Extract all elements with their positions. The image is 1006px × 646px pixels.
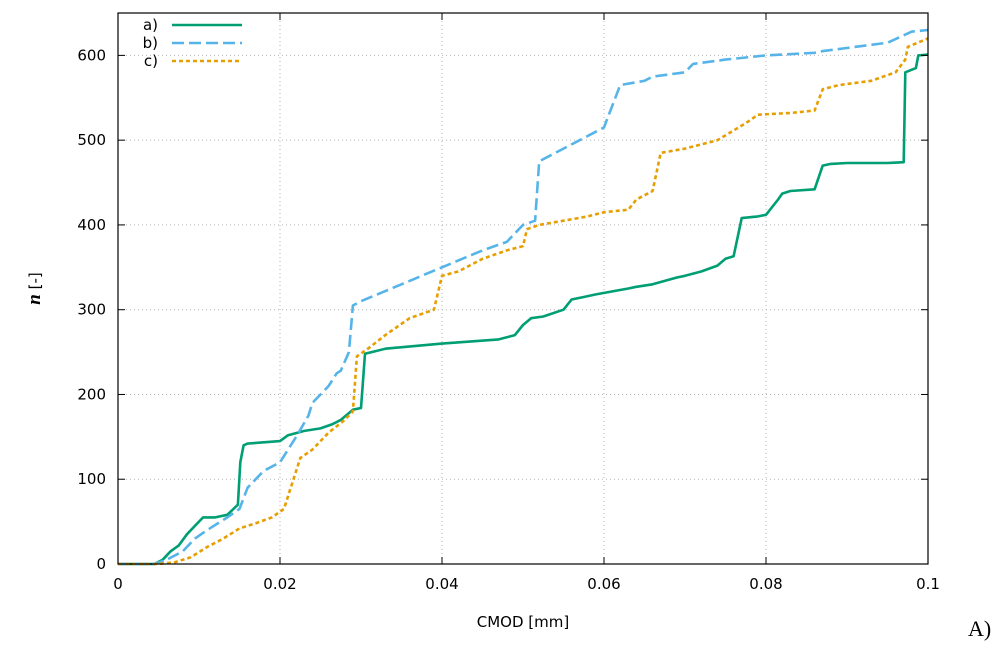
x-tick-labels: 0 0.02 0.04 0.06 0.08 0.1 <box>113 575 940 593</box>
panel-label: A) <box>968 616 991 641</box>
y-tick-label: 100 <box>77 470 106 488</box>
axis-ticks <box>117 13 929 565</box>
y-tick-label: 600 <box>77 46 106 64</box>
y-tick-labels: 0 100 200 300 400 500 600 <box>77 46 106 573</box>
x-tick-label: 0.08 <box>749 575 782 593</box>
x-tick-label: 0 <box>113 575 123 593</box>
y-tick-label: 400 <box>77 216 106 234</box>
series-line-2 <box>118 37 929 566</box>
series-line-0 <box>118 53 929 566</box>
legend-label-2: c) <box>144 52 158 70</box>
x-axis-label: CMOD [mm] <box>477 613 569 631</box>
series-lines <box>118 28 929 566</box>
x-tick-label: 0.06 <box>587 575 620 593</box>
legend-label-1: b) <box>143 34 158 52</box>
y-tick-label: 200 <box>77 385 106 403</box>
series-line-1 <box>118 28 929 566</box>
legend: a)b)c) <box>143 16 242 70</box>
y-axis-label-symbol: n <box>24 294 45 305</box>
x-tick-label: 0.1 <box>916 575 940 593</box>
y-axis-label-unit: [-] <box>26 272 44 294</box>
y-axis-label: n [-] <box>24 272 45 304</box>
x-tick-label: 0.04 <box>425 575 458 593</box>
y-tick-label: 500 <box>77 131 106 149</box>
plot-frame <box>117 12 929 565</box>
legend-label-0: a) <box>143 16 158 34</box>
y-tick-label: 300 <box>77 301 106 319</box>
x-tick-label: 0.02 <box>263 575 296 593</box>
y-tick-label: 0 <box>96 555 106 573</box>
